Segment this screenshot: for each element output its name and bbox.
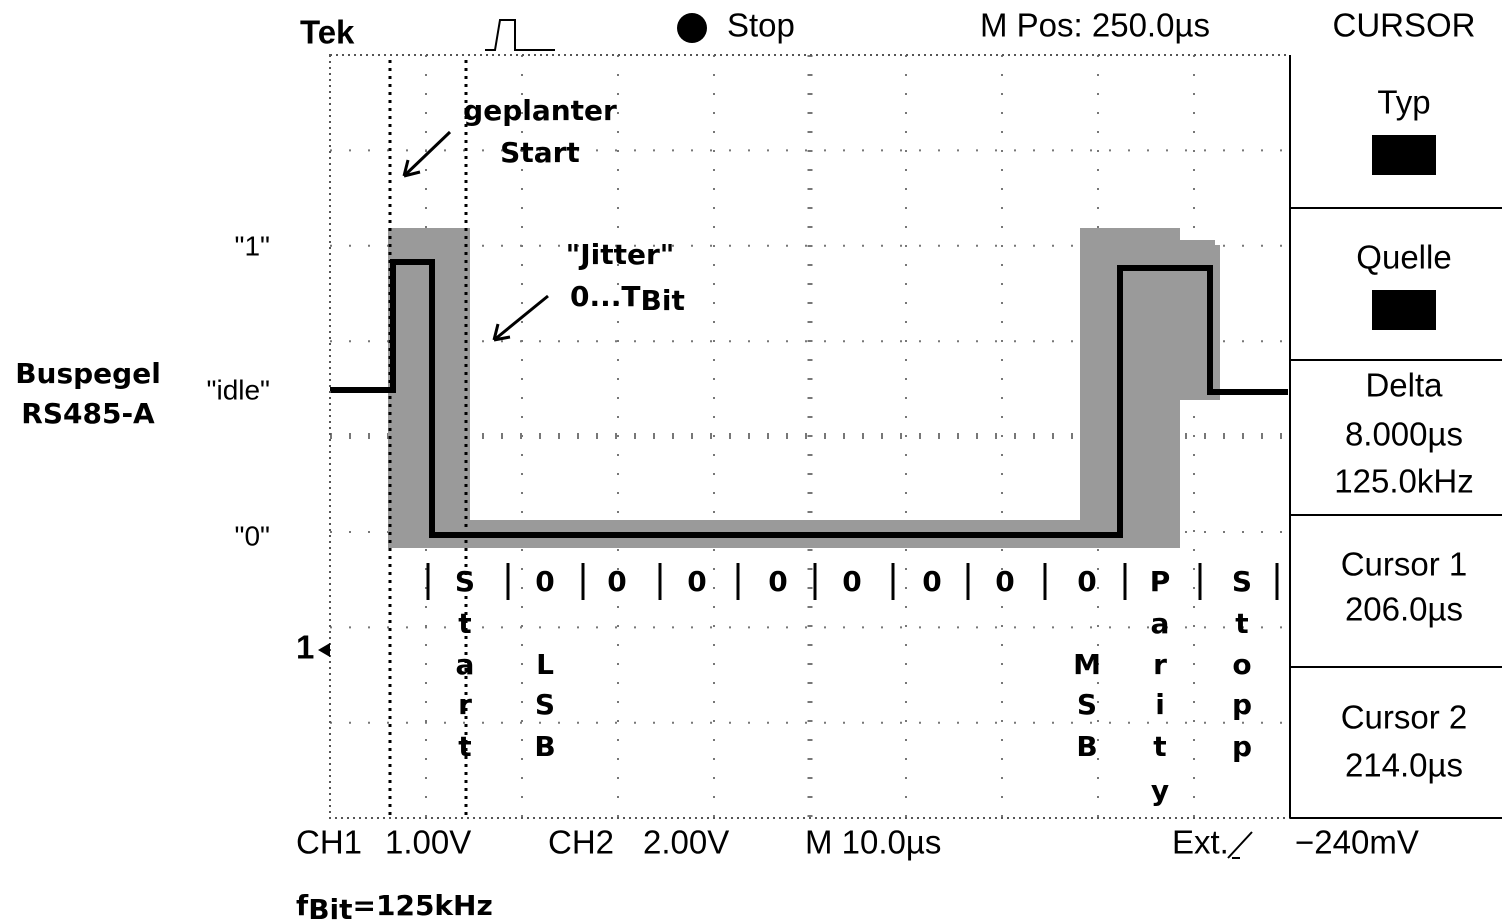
bit-letter: i	[1155, 688, 1165, 721]
level-label: "0"	[235, 520, 270, 551]
bit-letter: p	[1232, 730, 1252, 763]
background	[0, 0, 1502, 922]
menu-value: 214.0µs	[1345, 747, 1463, 784]
annotation: geplanter	[463, 94, 617, 127]
axis-label: RS485-A	[21, 397, 155, 430]
footer-trigger-level: −240mV	[1295, 824, 1419, 861]
bit-letter: M	[1073, 648, 1101, 681]
bit-letter: B	[534, 730, 555, 763]
menu-label: Delta	[1365, 367, 1443, 404]
brand: Tek	[300, 14, 355, 51]
footer-ch2-scale: 2.00V	[643, 824, 729, 861]
menu-value: Zeit	[1376, 134, 1431, 171]
axis-label: Buspegel	[15, 357, 161, 390]
bit-label: S	[455, 565, 475, 598]
oscilloscope-screenshot: TekStopM Pos: 250.0µsCURSORTypZeitQuelle…	[0, 0, 1502, 922]
bit-label: 0	[535, 565, 554, 598]
run-state: Stop	[727, 7, 795, 44]
bit-letter: S	[1077, 688, 1097, 721]
level-label: "1"	[235, 230, 270, 261]
footer-ch1-scale: 1.00V	[385, 824, 471, 861]
menu-title: CURSOR	[1332, 7, 1475, 44]
horizontal-position: M Pos: 250.0µs	[980, 7, 1210, 44]
bit-letter: a	[456, 648, 475, 681]
bit-letter: r	[458, 688, 472, 721]
bit-letter: t	[1235, 607, 1248, 640]
bit-label: P	[1150, 565, 1171, 598]
annotation: "Jitter"	[566, 238, 675, 271]
annotation: 0...T	[570, 280, 641, 313]
bit-letter: B	[1076, 730, 1097, 763]
bit-letter: S	[535, 688, 555, 721]
bit-label: 0	[1077, 565, 1096, 598]
bit-letter: r	[1153, 648, 1167, 681]
bit-letter: p	[1232, 688, 1252, 721]
bit-letter: a	[1151, 607, 1170, 640]
menu-label: Cursor 1	[1341, 546, 1468, 583]
menu-value: 8.000µs	[1345, 416, 1463, 453]
bit-label: 0	[687, 565, 706, 598]
annotation-subscript: Bit	[641, 284, 685, 317]
menu-label: Cursor 2	[1341, 699, 1468, 736]
bit-rate-subscript: Bit	[308, 893, 352, 922]
bit-letter: t	[1153, 730, 1166, 763]
footer-ch2: CH2	[548, 824, 614, 861]
bit-label: 0	[768, 565, 787, 598]
bit-label: S	[1232, 565, 1252, 598]
bit-label: 0	[842, 565, 861, 598]
menu-value: 206.0µs	[1345, 591, 1463, 628]
bit-label: 0	[922, 565, 941, 598]
bit-letter: t	[458, 607, 471, 640]
menu-value: CH1	[1371, 289, 1437, 326]
footer-ch1: CH1	[296, 824, 362, 861]
menu-label: Typ	[1377, 84, 1430, 121]
bit-letter: o	[1232, 648, 1251, 681]
run-state-dot	[677, 13, 707, 43]
bit-label: 0	[607, 565, 626, 598]
bit-rate-value: =125kHz	[353, 889, 493, 922]
footer-trigger-source: Ext.	[1172, 824, 1229, 861]
bit-letter: y	[1151, 774, 1169, 807]
menu-value: 125.0kHz	[1334, 463, 1473, 500]
bit-rate-symbol: f	[296, 889, 309, 922]
footer-timebase: M 10.0µs	[805, 824, 941, 861]
channel-marker: 1	[296, 629, 314, 666]
annotation: Start	[500, 136, 580, 169]
bit-letter: L	[536, 648, 554, 681]
bit-letter: t	[458, 730, 471, 763]
bit-label: 0	[995, 565, 1014, 598]
level-label: "idle"	[207, 374, 270, 405]
menu-label: Quelle	[1356, 239, 1451, 276]
